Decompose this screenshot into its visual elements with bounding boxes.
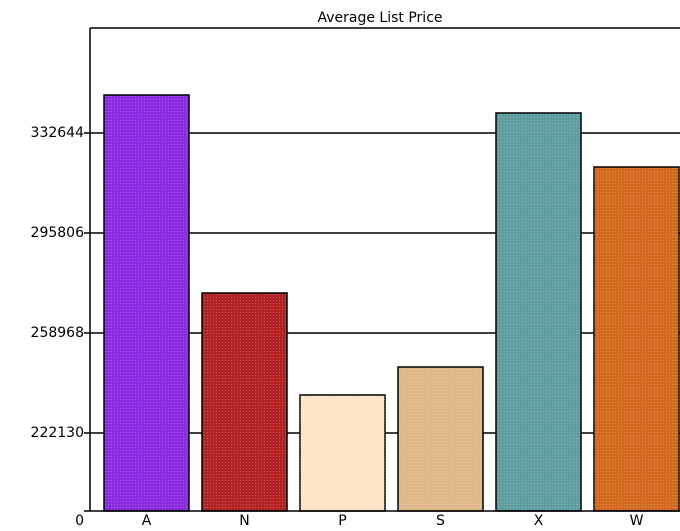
bar-texture xyxy=(496,112,581,511)
x-tick-label: A xyxy=(142,513,152,529)
bar-texture xyxy=(104,95,189,512)
y-tick-label: 0 xyxy=(75,513,84,529)
bar-texture xyxy=(300,395,385,511)
y-tick-label: 295806 xyxy=(31,225,85,241)
bar-texture xyxy=(398,366,483,511)
chart-title: Average List Price xyxy=(317,10,442,26)
bars xyxy=(103,94,680,512)
x-tick-label: X xyxy=(534,513,544,529)
bar-texture xyxy=(594,167,679,511)
x-tick-label: N xyxy=(239,513,249,529)
bar-texture xyxy=(202,293,287,511)
x-tick-label: S xyxy=(436,513,445,529)
y-tick-label: 258968 xyxy=(31,325,84,341)
x-tick-label: W xyxy=(630,513,644,529)
x-tick-label: P xyxy=(338,513,346,529)
y-tick-label: 222130 xyxy=(31,425,84,441)
y-tick-label: 332644 xyxy=(31,125,85,141)
